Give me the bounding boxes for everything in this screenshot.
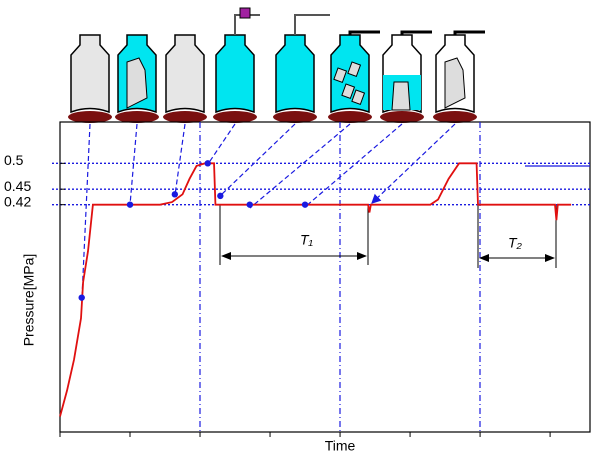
bottle-base [163, 111, 207, 123]
annotation: T₂ [508, 235, 523, 251]
chart: T₁ T₂ Time Pressure[MPa] 0.420.45 0.5 [0, 0, 596, 456]
process-lines [82, 122, 590, 432]
data-point [217, 193, 223, 199]
annotation: T₁ [300, 232, 314, 248]
y-tick-label: 0.45 [4, 178, 31, 194]
bottle-base [115, 111, 159, 123]
pressure-line [60, 163, 571, 416]
bottle-base [433, 111, 477, 123]
y-tick-label: 0.42 [4, 193, 31, 209]
data-point [205, 160, 211, 166]
y-axis-label: Pressure[MPa] [21, 254, 37, 347]
bottle-content [392, 82, 410, 110]
bottle-base [213, 111, 257, 123]
data-point [127, 201, 133, 207]
bottle-base [328, 111, 372, 123]
valve [240, 8, 250, 18]
y-tick-label: 0.5 [4, 152, 24, 168]
x-axis-label: Time [325, 438, 356, 454]
data-point [247, 201, 253, 207]
bottle-illustrations [68, 8, 485, 123]
bottle [276, 35, 314, 112]
plot-frame [60, 122, 590, 432]
bottle [71, 35, 109, 112]
valve-pipe [295, 15, 330, 35]
bottle-base [68, 111, 112, 123]
bottle-base [273, 111, 317, 123]
data-point [302, 201, 308, 207]
data-point [79, 294, 85, 300]
bottle [166, 35, 204, 112]
data-point [172, 191, 178, 197]
bottle-base [380, 111, 424, 123]
bottle [216, 35, 254, 112]
